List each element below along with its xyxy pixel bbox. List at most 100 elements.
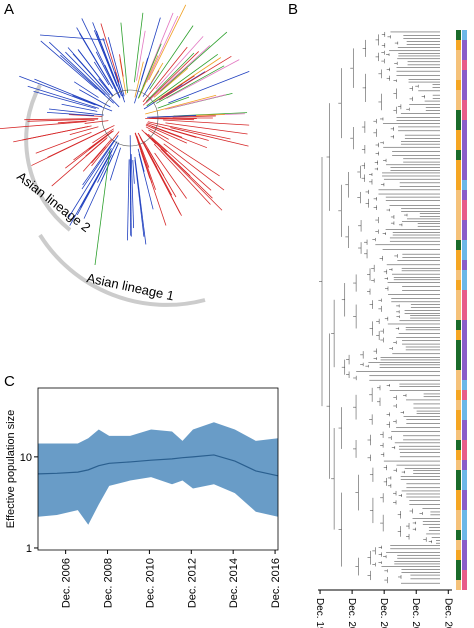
branch — [136, 30, 146, 81]
strip — [462, 540, 467, 550]
branch — [67, 47, 107, 91]
strip — [456, 490, 461, 500]
branch — [147, 122, 209, 141]
branch — [148, 4, 187, 81]
strip — [456, 290, 461, 300]
strip — [462, 180, 467, 190]
branch — [51, 138, 107, 187]
branch — [33, 91, 96, 109]
branch — [159, 31, 228, 92]
branch — [27, 118, 99, 122]
branch — [60, 54, 114, 104]
branch — [151, 137, 167, 153]
branch — [91, 131, 120, 167]
strip — [456, 180, 461, 190]
branch — [148, 129, 220, 177]
branch — [57, 119, 95, 124]
strip — [462, 40, 467, 50]
branch — [82, 139, 115, 186]
branch — [142, 70, 160, 97]
strip — [462, 120, 467, 130]
branch — [156, 65, 225, 104]
inner-ring — [101, 89, 159, 147]
branch — [39, 34, 106, 41]
strip — [456, 150, 461, 160]
strip — [462, 110, 467, 120]
strip — [462, 330, 467, 340]
strip — [456, 100, 461, 110]
strip — [462, 430, 467, 440]
strip — [462, 160, 467, 170]
strip — [456, 390, 461, 400]
branch — [137, 43, 162, 99]
strip — [456, 440, 461, 450]
strip — [462, 570, 467, 580]
strip — [456, 70, 461, 80]
strip — [462, 270, 467, 280]
branch — [140, 57, 149, 80]
strip — [462, 230, 467, 240]
strip — [462, 220, 467, 230]
strip — [462, 190, 467, 200]
panel-label: B — [288, 1, 298, 18]
y-tick-label: 10 — [20, 452, 32, 464]
strip — [462, 490, 467, 500]
branch — [155, 36, 204, 90]
strip — [456, 510, 461, 520]
branch — [134, 156, 147, 245]
branch — [145, 126, 169, 140]
branch — [94, 149, 111, 266]
branch — [151, 115, 216, 118]
strip — [462, 90, 467, 100]
strip — [462, 580, 467, 590]
x-tick-label: Dec. 2011 — [410, 598, 421, 628]
strip — [456, 30, 461, 40]
x-tick-label: Dec. 2014 — [228, 558, 240, 608]
strip — [456, 300, 461, 310]
strip — [462, 560, 467, 570]
strip — [456, 220, 461, 230]
clade-label: Asian lineage 1 — [85, 270, 175, 303]
branch — [77, 49, 114, 96]
strip — [456, 420, 461, 430]
branch — [93, 61, 110, 86]
dendrogram: Dec. 1996 Dec. 2001 Dec. 2006 Dec. 2011 Dec.… — [314, 30, 467, 628]
strip — [462, 400, 467, 410]
strip — [456, 340, 461, 350]
x-tick-label: Dec. 2001 — [346, 598, 357, 628]
strip — [462, 530, 467, 540]
strip — [462, 140, 467, 150]
branch — [46, 111, 95, 116]
strip — [456, 90, 461, 100]
strip — [456, 410, 461, 420]
strip — [456, 470, 461, 480]
branch — [170, 127, 249, 147]
strip — [456, 350, 461, 360]
strip — [456, 60, 461, 70]
branch — [68, 147, 112, 218]
branch — [72, 95, 113, 112]
branch — [165, 94, 226, 110]
branch — [65, 130, 114, 169]
strip — [462, 250, 467, 260]
strip — [462, 30, 467, 40]
strip — [456, 570, 461, 580]
branch — [145, 132, 191, 177]
branch — [73, 81, 99, 98]
circular-tree — [0, 4, 250, 266]
strip — [462, 70, 467, 80]
branch — [119, 54, 124, 77]
branch — [95, 30, 122, 97]
branch — [168, 71, 250, 104]
strip — [462, 320, 467, 330]
strip — [456, 380, 461, 390]
strip — [462, 240, 467, 250]
strip — [462, 420, 467, 430]
branch — [158, 55, 232, 101]
branch — [147, 121, 231, 140]
strip — [456, 330, 461, 340]
branch — [138, 153, 154, 210]
branch — [69, 126, 99, 136]
branch — [149, 25, 194, 90]
